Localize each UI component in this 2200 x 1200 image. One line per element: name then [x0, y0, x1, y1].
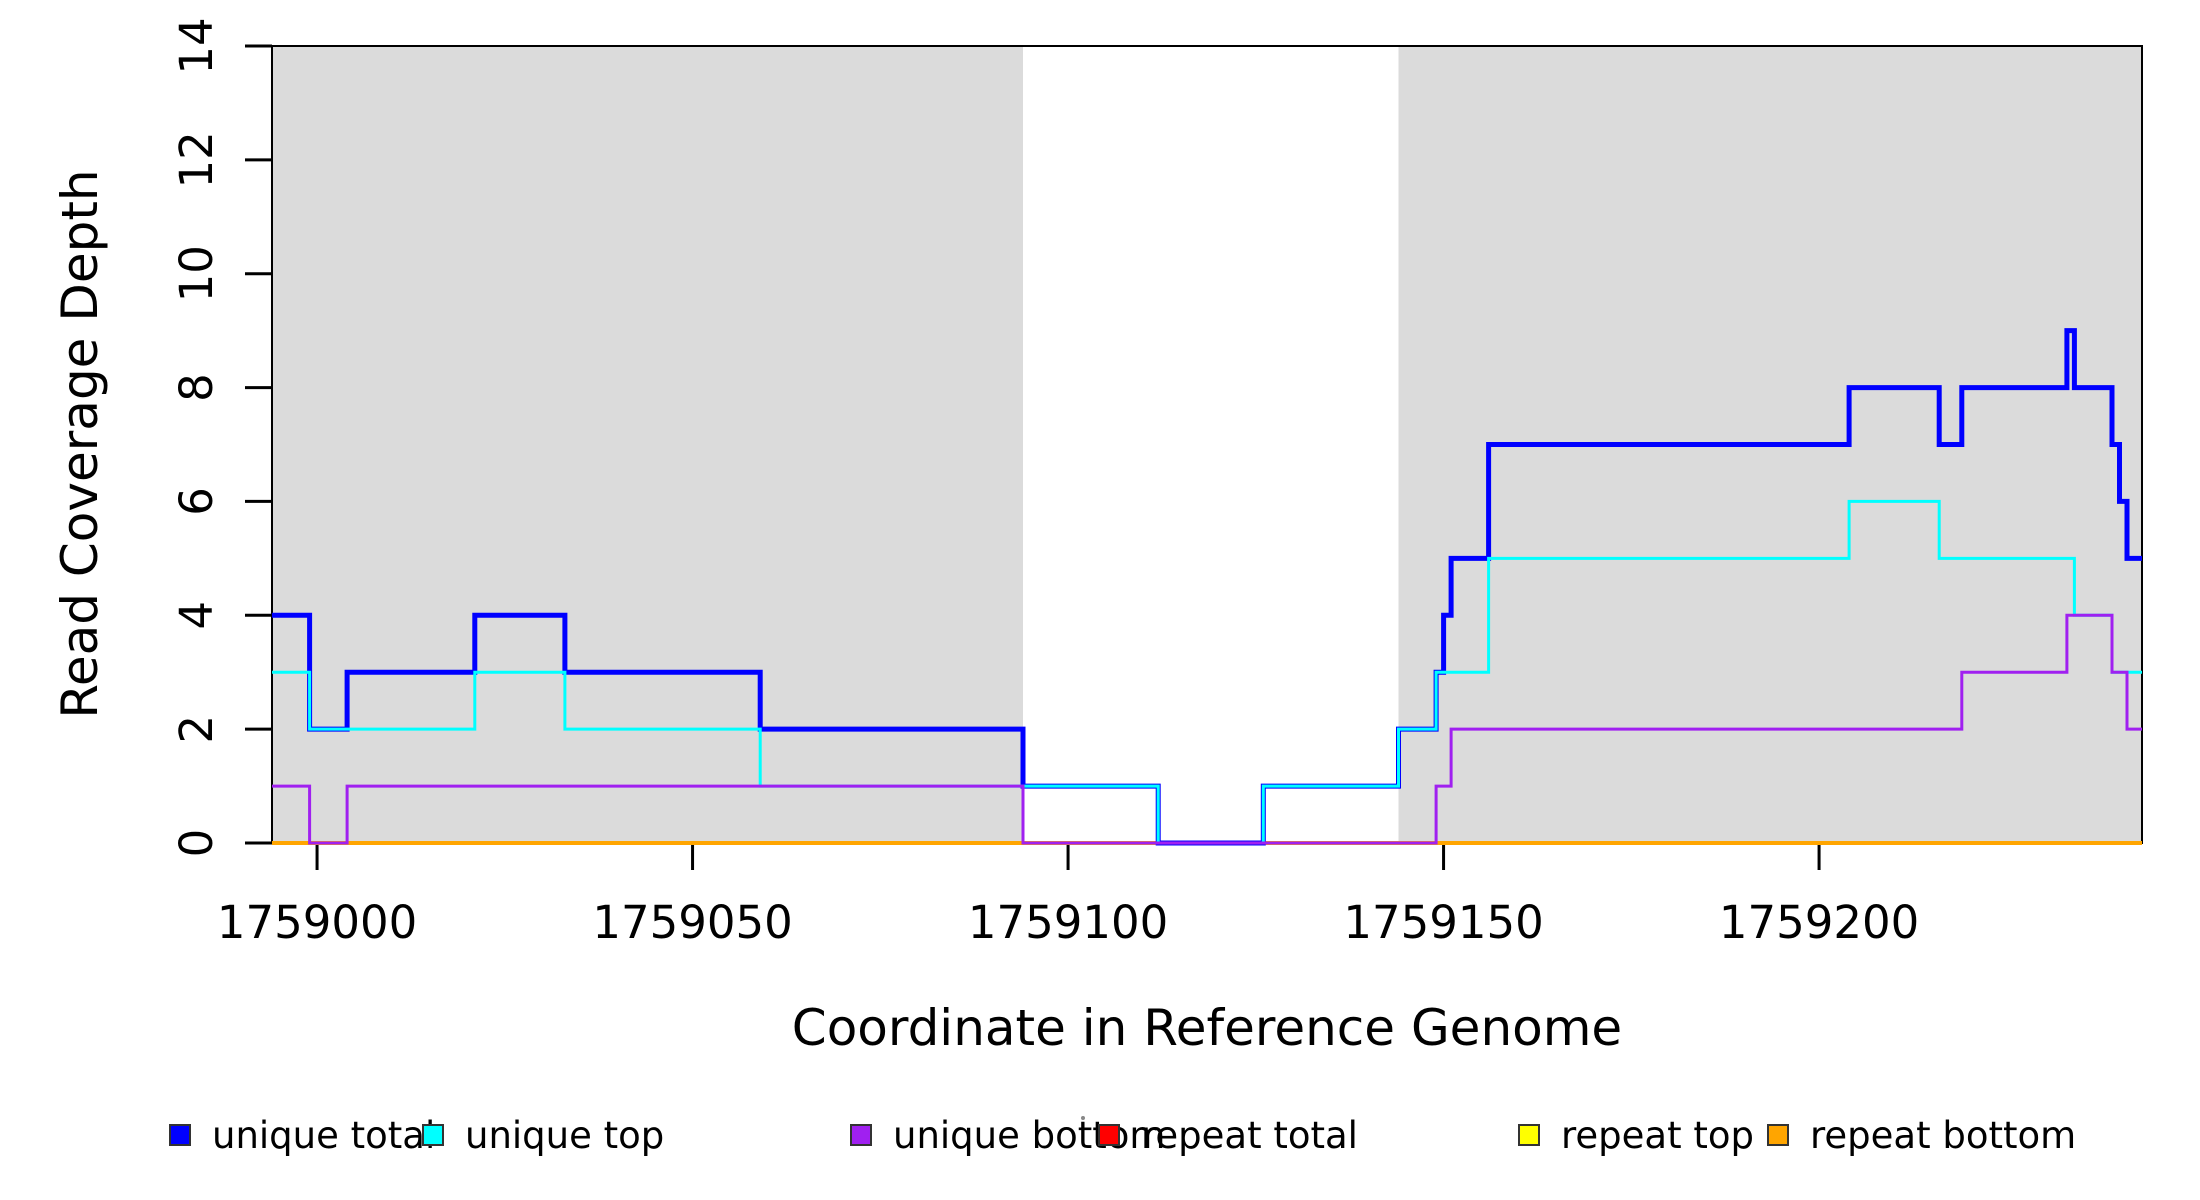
y-axis-title: Read Coverage Depth — [51, 169, 109, 719]
x-tick-label: 1759200 — [1719, 896, 1919, 949]
series-line-unique-top — [272, 499, 2142, 845]
y-tick-label: 0 — [170, 829, 223, 858]
y-tick-label: 14 — [170, 17, 223, 74]
x-tick-label: 1759050 — [592, 896, 792, 949]
x-tick-label: 1759100 — [968, 896, 1168, 949]
y-tick-label: 6 — [170, 487, 223, 516]
series-line-unique-total — [272, 328, 2142, 846]
x-tick-label: 1759000 — [217, 896, 417, 949]
y-tick-label: 12 — [170, 131, 223, 188]
y-tick-label: 8 — [170, 373, 223, 402]
x-tick-label: 1759150 — [1343, 896, 1543, 949]
y-tick-label: 10 — [170, 245, 223, 302]
y-tick-label: 4 — [170, 601, 223, 630]
y-tick-label: 2 — [170, 715, 223, 744]
x-axis-title: Coordinate in Reference Genome — [791, 999, 1623, 1057]
shaded-region-left — [272, 46, 1024, 843]
stray-mark — [1081, 1116, 1085, 1120]
series-line-unique-bottom — [272, 613, 2142, 845]
